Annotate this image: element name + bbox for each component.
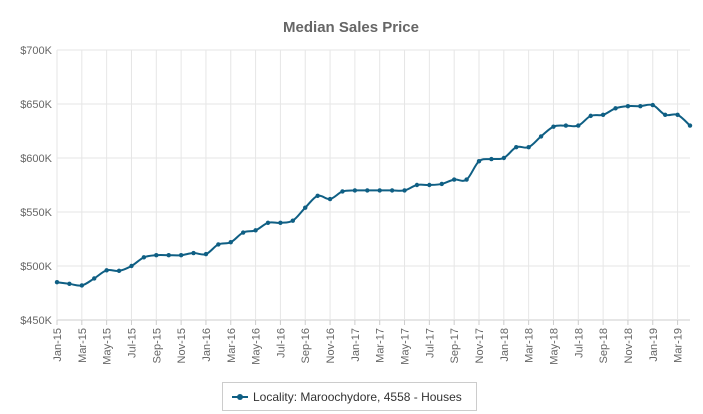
data-point[interactable] bbox=[54, 280, 60, 285]
data-point[interactable] bbox=[228, 240, 233, 245]
data-point[interactable] bbox=[439, 181, 444, 187]
data-point[interactable] bbox=[613, 106, 618, 111]
chart-title: Median Sales Price bbox=[283, 19, 419, 36]
data-point[interactable] bbox=[414, 182, 420, 188]
x-tick-label: Jan-15 bbox=[52, 328, 64, 362]
data-point[interactable] bbox=[67, 281, 72, 287]
x-tick-label: May-16 bbox=[251, 328, 263, 365]
data-point[interactable] bbox=[662, 112, 668, 118]
data-point[interactable] bbox=[315, 193, 320, 198]
data-point[interactable] bbox=[290, 218, 296, 223]
y-tick-label: $600K bbox=[20, 153, 52, 165]
x-tick-label: May-18 bbox=[548, 328, 560, 365]
data-point[interactable] bbox=[79, 283, 85, 288]
data-point[interactable] bbox=[303, 205, 308, 210]
x-tick-label: Jul-15 bbox=[126, 328, 138, 358]
data-point[interactable] bbox=[154, 253, 159, 258]
x-tick-label: Nov-16 bbox=[325, 328, 337, 363]
data-point[interactable] bbox=[265, 220, 271, 225]
data-point[interactable] bbox=[650, 102, 655, 108]
x-tick-label: Jan-18 bbox=[499, 328, 511, 362]
x-tick-label: Jan-16 bbox=[201, 328, 213, 362]
data-point[interactable] bbox=[600, 112, 606, 118]
x-tick-label: Mar-18 bbox=[524, 328, 536, 363]
data-point[interactable] bbox=[216, 242, 221, 247]
gridlines bbox=[56, 49, 690, 321]
data-point[interactable] bbox=[253, 228, 258, 233]
x-tick-label: May-17 bbox=[400, 328, 412, 365]
data-point[interactable] bbox=[638, 103, 643, 109]
data-point[interactable] bbox=[675, 112, 680, 118]
legend-line-marker-icon bbox=[232, 393, 248, 401]
y-axis-ticks: $450K $500K $550K $600K $650K $700K bbox=[20, 45, 52, 327]
data-point[interactable] bbox=[141, 255, 147, 260]
data-point[interactable] bbox=[352, 188, 358, 193]
y-tick-label: $550K bbox=[20, 207, 52, 219]
x-tick-label: May-15 bbox=[102, 328, 114, 365]
data-point[interactable] bbox=[687, 123, 693, 128]
x-tick-label: Jan-17 bbox=[350, 328, 362, 362]
data-point[interactable] bbox=[563, 123, 569, 128]
x-tick-label: Nov-18 bbox=[623, 328, 635, 363]
x-tick-label: Nov-17 bbox=[474, 328, 486, 363]
data-point[interactable] bbox=[402, 188, 407, 193]
legend[interactable]: Locality: Maroochydore, 4558 - Houses bbox=[222, 382, 477, 411]
data-point[interactable] bbox=[377, 188, 382, 193]
data-point[interactable] bbox=[389, 188, 395, 193]
data-point[interactable] bbox=[240, 230, 246, 235]
data-point[interactable] bbox=[464, 177, 469, 182]
data-point[interactable] bbox=[166, 253, 171, 258]
x-tick-label: Jul-17 bbox=[424, 328, 436, 358]
data-point[interactable] bbox=[588, 113, 593, 119]
data-point[interactable] bbox=[514, 145, 519, 150]
data-point[interactable] bbox=[340, 189, 345, 194]
data-point[interactable] bbox=[365, 188, 370, 193]
data-point[interactable] bbox=[476, 159, 482, 164]
data-point[interactable] bbox=[191, 250, 196, 256]
x-tick-label: Sep-18 bbox=[598, 328, 610, 363]
x-tick-label: Jan-19 bbox=[648, 328, 660, 362]
data-point[interactable] bbox=[92, 276, 97, 281]
data-point[interactable] bbox=[625, 103, 631, 109]
series-points bbox=[54, 102, 693, 288]
data-point[interactable] bbox=[116, 268, 122, 274]
data-point[interactable] bbox=[501, 155, 507, 161]
legend-label: Locality: Maroochydore, 4558 - Houses bbox=[253, 389, 462, 404]
y-tick-label: $450K bbox=[20, 315, 52, 327]
y-tick-label: $650K bbox=[20, 99, 52, 111]
data-point[interactable] bbox=[278, 220, 283, 225]
x-tick-label: Sep-17 bbox=[449, 328, 461, 363]
data-point[interactable] bbox=[327, 196, 333, 202]
data-point[interactable] bbox=[203, 251, 209, 257]
x-tick-label: Jul-16 bbox=[275, 328, 287, 358]
data-point[interactable] bbox=[178, 253, 184, 258]
x-tick-label: Nov-15 bbox=[176, 328, 188, 363]
data-point[interactable] bbox=[489, 156, 494, 162]
x-axis-ticks: Jan-15 Mar-15 May-15 Jul-15 Sep-15 Nov-15 Jan-… bbox=[52, 320, 685, 365]
x-tick-label: Jul-18 bbox=[573, 328, 585, 358]
data-point[interactable] bbox=[538, 134, 544, 139]
x-tick-label: Sep-16 bbox=[300, 328, 312, 363]
x-tick-label: Mar-17 bbox=[375, 328, 387, 363]
data-point[interactable] bbox=[129, 263, 134, 269]
data-point[interactable] bbox=[576, 123, 581, 128]
y-tick-label: $700K bbox=[20, 45, 52, 57]
data-point[interactable] bbox=[104, 268, 109, 273]
x-tick-label: Mar-15 bbox=[77, 328, 89, 363]
y-tick-label: $500K bbox=[20, 261, 52, 273]
series-line bbox=[56, 103, 691, 287]
x-tick-label: Sep-15 bbox=[151, 328, 163, 363]
x-tick-label: Mar-16 bbox=[226, 328, 238, 363]
data-point[interactable] bbox=[451, 177, 457, 182]
data-point[interactable] bbox=[526, 145, 531, 150]
data-point[interactable] bbox=[551, 124, 556, 129]
data-point[interactable] bbox=[427, 182, 432, 188]
x-tick-label: Mar-19 bbox=[673, 328, 685, 363]
